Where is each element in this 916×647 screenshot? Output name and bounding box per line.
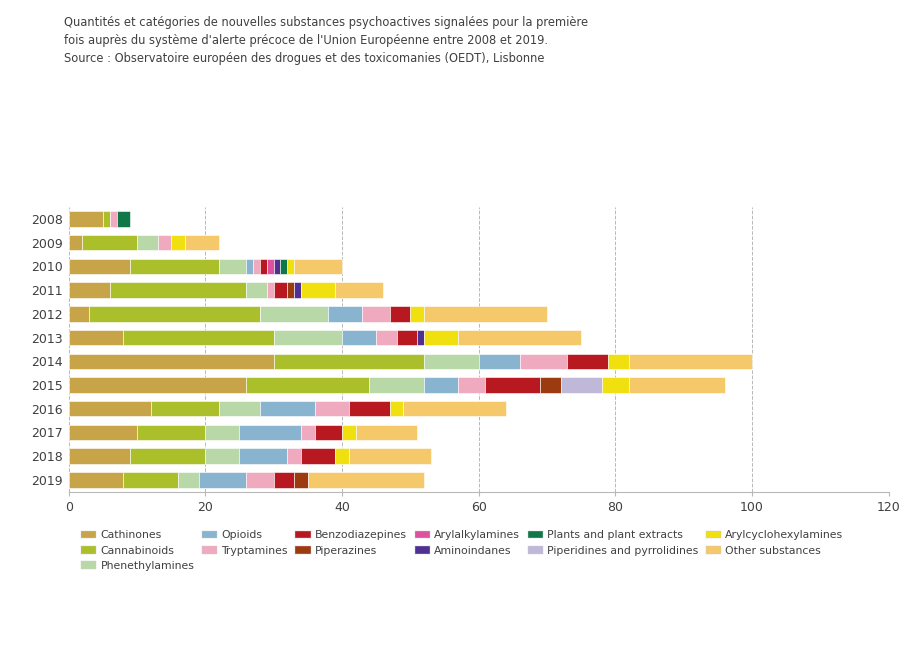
Bar xyxy=(519,353,567,369)
Bar xyxy=(274,353,424,369)
Bar xyxy=(458,377,485,393)
Bar xyxy=(390,401,403,417)
Bar xyxy=(260,401,315,417)
Bar xyxy=(308,472,424,488)
Bar xyxy=(178,472,199,488)
Bar xyxy=(301,424,314,440)
Bar xyxy=(335,282,383,298)
Bar xyxy=(567,353,608,369)
Bar xyxy=(355,424,417,440)
Bar xyxy=(608,353,629,369)
Bar xyxy=(342,330,376,345)
Bar xyxy=(424,377,458,393)
Bar xyxy=(561,377,602,393)
Bar xyxy=(342,424,355,440)
Bar xyxy=(150,401,219,417)
Bar xyxy=(478,353,519,369)
Bar xyxy=(82,235,137,250)
Bar xyxy=(369,377,424,393)
Bar xyxy=(253,259,260,274)
Bar xyxy=(280,259,288,274)
Bar xyxy=(137,235,158,250)
Bar xyxy=(89,306,260,322)
Bar xyxy=(69,259,130,274)
Bar xyxy=(205,448,239,464)
Bar xyxy=(116,211,130,226)
Bar xyxy=(219,259,246,274)
Bar xyxy=(424,353,478,369)
Bar xyxy=(246,282,267,298)
Bar xyxy=(315,401,349,417)
Bar xyxy=(110,211,116,226)
Bar xyxy=(458,330,581,345)
Bar xyxy=(267,282,274,298)
Bar xyxy=(124,472,178,488)
Bar xyxy=(199,472,246,488)
Bar xyxy=(629,377,725,393)
Bar xyxy=(69,424,137,440)
Bar xyxy=(301,282,335,298)
Bar xyxy=(294,282,301,298)
Bar xyxy=(158,235,171,250)
Bar xyxy=(301,448,335,464)
Bar xyxy=(137,424,205,440)
Bar xyxy=(69,235,82,250)
Bar xyxy=(69,330,124,345)
Bar xyxy=(246,259,253,274)
Bar xyxy=(288,259,294,274)
Bar xyxy=(219,401,260,417)
Text: Quantités et catégories de nouvelles substances psychoactives signalées pour la : Quantités et catégories de nouvelles sub… xyxy=(64,16,588,65)
Bar xyxy=(69,211,103,226)
Bar xyxy=(260,306,328,322)
Bar xyxy=(69,401,150,417)
Bar xyxy=(417,330,424,345)
Bar xyxy=(246,472,274,488)
Bar xyxy=(288,448,301,464)
Bar xyxy=(260,259,267,274)
Bar xyxy=(485,377,540,393)
Bar xyxy=(246,377,369,393)
Bar xyxy=(424,330,458,345)
Bar xyxy=(205,424,239,440)
Bar xyxy=(171,235,185,250)
Bar xyxy=(69,377,246,393)
Bar xyxy=(185,235,219,250)
Bar xyxy=(376,330,397,345)
Bar xyxy=(103,211,110,226)
Bar xyxy=(315,424,342,440)
Bar xyxy=(69,282,110,298)
Bar xyxy=(267,259,274,274)
Bar xyxy=(602,377,629,393)
Bar xyxy=(328,306,363,322)
Bar xyxy=(335,448,349,464)
Bar xyxy=(410,306,424,322)
Bar xyxy=(540,377,561,393)
Bar xyxy=(239,424,301,440)
Bar xyxy=(294,472,308,488)
Bar xyxy=(397,330,417,345)
Bar xyxy=(69,472,124,488)
Bar xyxy=(274,282,288,298)
Bar xyxy=(403,401,506,417)
Bar xyxy=(110,282,246,298)
Bar xyxy=(274,330,342,345)
Bar xyxy=(130,448,205,464)
Bar xyxy=(294,259,342,274)
Bar xyxy=(424,306,547,322)
Bar xyxy=(629,353,752,369)
Bar xyxy=(288,282,294,298)
Bar xyxy=(274,259,280,274)
Legend: Cathinones, Cannabinoids, Phenethylamines, Opioids, Tryptamines, Benzodiazepines: Cathinones, Cannabinoids, Phenethylamine… xyxy=(77,526,848,575)
Bar xyxy=(390,306,410,322)
Bar xyxy=(349,401,390,417)
Bar xyxy=(239,448,288,464)
Bar xyxy=(69,306,89,322)
Bar xyxy=(274,472,294,488)
Bar xyxy=(130,259,219,274)
Bar xyxy=(69,448,130,464)
Bar xyxy=(69,353,274,369)
Bar xyxy=(363,306,390,322)
Bar xyxy=(124,330,274,345)
Bar xyxy=(349,448,431,464)
